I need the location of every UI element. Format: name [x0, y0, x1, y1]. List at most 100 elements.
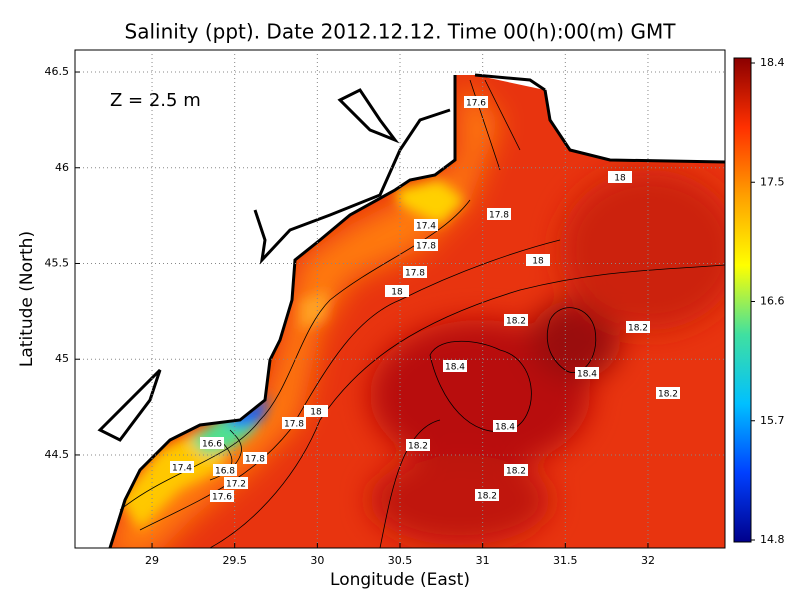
contour-label: 18: [608, 171, 632, 184]
contour-label: 17.6: [464, 96, 488, 109]
contour-label: 17.8: [403, 266, 427, 279]
contour-label-box: [575, 367, 599, 379]
colorbar-tick-label: 15.7: [760, 414, 785, 427]
contour-label-text: 18.4: [495, 423, 515, 433]
contour-label-box: [304, 405, 328, 417]
contour-label: 16.6: [200, 437, 224, 450]
contour-label-box: [487, 208, 511, 220]
contour-label: 18: [304, 405, 328, 418]
contour-label-text: 18.2: [506, 467, 526, 477]
colorbar: [733, 57, 752, 543]
x-tick-label: 29.5: [222, 554, 247, 567]
contour-label-box: [224, 477, 248, 489]
x-tick-label: 29: [145, 554, 159, 567]
contour-label-text: 17.8: [489, 211, 509, 221]
contour-label-box: [656, 387, 680, 399]
contour-label-box: [414, 219, 438, 231]
contour-label-text: 18.4: [445, 363, 465, 373]
contour-label-text: 18: [532, 257, 544, 267]
y-tick-label: 44.5: [45, 448, 70, 461]
y-tick-label: 46: [55, 161, 69, 174]
contour-label-box: [464, 96, 488, 108]
contour-label: 17.4: [170, 461, 194, 474]
y-tick-label: 45.5: [45, 256, 70, 269]
contour-label-text: 18.2: [658, 390, 678, 400]
colorbar-tick-label: 14.8: [760, 533, 785, 546]
contour-label: 18.2: [475, 489, 499, 502]
contour-label-text: 18.2: [506, 317, 526, 327]
contour-label-text: 17.8: [245, 455, 265, 465]
x-tick-label: 30: [310, 554, 324, 567]
contour-label-box: [406, 439, 430, 451]
contour-label-box: [282, 417, 306, 429]
contour-label-text: 18.2: [408, 442, 428, 452]
contour-label: 17.8: [282, 417, 306, 430]
contour-label-text: 18.4: [577, 370, 597, 380]
contour-label-text: 17.4: [172, 464, 192, 474]
contour-label-box: [504, 314, 528, 326]
contour-label-text: 18: [391, 288, 403, 298]
contour-label-box: [414, 239, 438, 251]
contour-label: 17.8: [487, 208, 511, 221]
colorbar-tick-label: 18.4: [760, 56, 785, 69]
contour-label-text: 18: [310, 408, 322, 418]
x-tick-label: 32: [641, 554, 655, 567]
x-tick-label: 31.5: [553, 554, 578, 567]
contour-label-box: [493, 420, 517, 432]
salinity-field: [75, 50, 725, 548]
contour-label: 18.2: [626, 321, 650, 334]
contour-label: 17.8: [243, 452, 267, 465]
contour-label-box: [526, 254, 550, 266]
y-tick-label: 46.5: [45, 65, 70, 78]
contour-label-text: 17.8: [405, 269, 425, 279]
contour-label: 18.4: [575, 367, 599, 380]
contour-label: 18: [385, 285, 409, 298]
contour-label: 18.2: [504, 314, 528, 327]
contour-label-box: [243, 452, 267, 464]
contour-label-text: 17.4: [416, 222, 436, 232]
contour-label: 17.6: [210, 490, 234, 503]
contour-label-box: [443, 360, 467, 372]
contour-label-box: [608, 171, 632, 183]
y-axis-label: Latitude (North): [17, 231, 37, 367]
contour-label-box: [170, 461, 194, 473]
contour-label: 17.2: [224, 477, 248, 490]
contour-label: 18.2: [656, 387, 680, 400]
colorbar-tick-label: 16.6: [760, 295, 785, 308]
contour-label-text: 18.2: [477, 492, 497, 502]
contour-label: 18.4: [493, 420, 517, 433]
contour-label-text: 18.2: [628, 324, 648, 334]
contour-label-text: 18: [614, 174, 626, 184]
title: Salinity (ppt). Date 2012.12.12. Time 00…: [125, 20, 677, 44]
depth-annotation: Z = 2.5 m: [110, 90, 201, 111]
contour-label-box: [210, 490, 234, 502]
x-axis-label: Longitude (East): [330, 570, 470, 590]
contour-label-text: 17.6: [212, 493, 232, 503]
contour-label: 17.8: [414, 239, 438, 252]
contour-label-box: [213, 464, 237, 476]
contour-label-box: [385, 285, 409, 297]
contour-label-box: [504, 464, 528, 476]
contour-label-text: 16.8: [215, 467, 235, 477]
contour-label-box: [200, 437, 224, 449]
contour-label-text: 17.6: [466, 99, 486, 109]
contour-label: 18.2: [406, 439, 430, 452]
contour-label: 18.2: [504, 464, 528, 477]
contour-label-text: 17.2: [226, 480, 246, 490]
colorbar-tick-label: 17.5: [760, 175, 785, 188]
contour-label-text: 17.8: [416, 242, 436, 252]
y-tick-label: 45: [55, 352, 69, 365]
contour-label-text: 17.8: [284, 420, 304, 430]
x-tick-label: 31: [476, 554, 490, 567]
contour-label-box: [626, 321, 650, 333]
contour-label-box: [475, 489, 499, 501]
contour-label: 17.4: [414, 219, 438, 232]
contour-label-box: [403, 266, 427, 278]
contour-label: 18.4: [443, 360, 467, 373]
contour-label-text: 16.6: [202, 440, 222, 450]
contour-label: 18: [526, 254, 550, 267]
x-tick-label: 30.5: [388, 554, 413, 567]
contour-label: 16.8: [213, 464, 237, 477]
